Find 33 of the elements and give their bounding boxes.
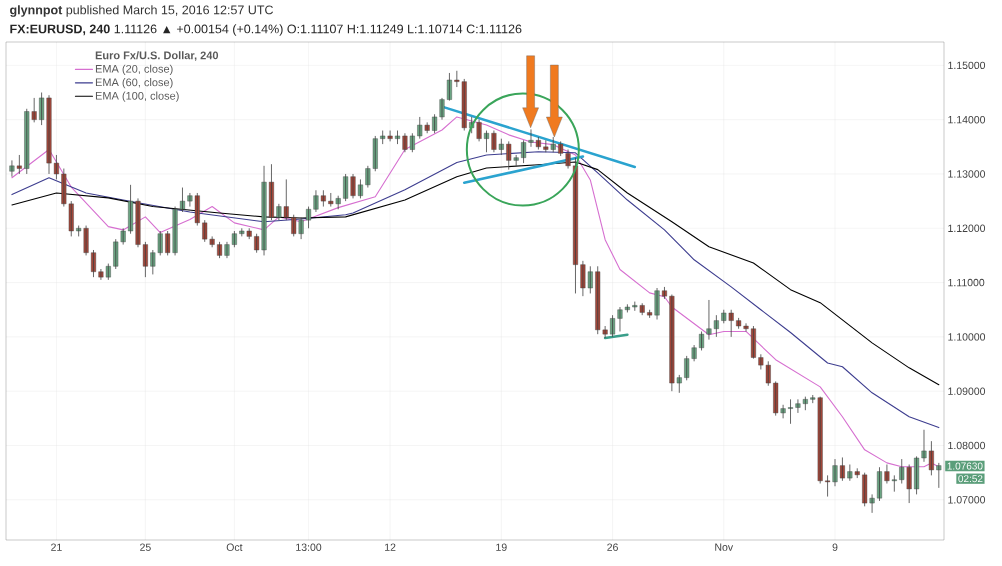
y-tick-label: 1.08000 — [948, 441, 986, 450]
y-tick-label: 1.10000 — [948, 333, 986, 341]
x-tick-label: 26 — [607, 543, 618, 551]
text: 1.07630 — [947, 462, 983, 470]
legend-label: EMA (100, close) — [95, 91, 179, 102]
legend-title: Euro Fx/U.S. Dollar, 240 — [95, 51, 219, 61]
y-tick-label: 1.13000 — [948, 170, 986, 178]
x-tick-label: 21 — [51, 543, 62, 551]
line-series — [11, 161, 940, 386]
text: 02:52 — [958, 475, 983, 483]
y-tick-label: 1.14000 — [948, 115, 986, 124]
y-tick-label: 1.15000 — [948, 61, 986, 70]
candlestick — [179, 187, 185, 213]
chart-subtitle: FX:EURUSD, 240 1.11126 ▲ +0.00154 (+0.14%) O:1.11107 H:1.11249 L:1.10714 C:1.11126 — [10, 24, 522, 36]
x-tick-label: 12 — [385, 543, 396, 551]
y-tick-label: 1.07000 — [948, 496, 986, 504]
candlestick — [936, 462, 942, 489]
x-tick-label: 19 — [496, 543, 507, 551]
legend-label: EMA (60, close) — [95, 78, 173, 89]
y-tick-label: 1.11000 — [948, 278, 985, 287]
line-series — [11, 151, 940, 429]
legend-label: EMA (20, close) — [95, 64, 173, 75]
x-tick-label: Oct — [226, 543, 243, 551]
y-tick-label: 1.09000 — [948, 387, 986, 395]
candlestick — [788, 398, 794, 425]
candlestick — [395, 130, 401, 145]
x-tick-label: Nov — [715, 543, 734, 551]
y-tick-label: 1.12000 — [948, 224, 986, 232]
x-tick-label: 25 — [140, 543, 151, 551]
x-tick-label: 13:00 — [296, 543, 322, 551]
candlestick — [661, 286, 667, 300]
x-tick-label: 9 — [832, 543, 838, 551]
chart-title: glynnpot published March 15, 2016 12:57 UTC — [10, 5, 274, 17]
